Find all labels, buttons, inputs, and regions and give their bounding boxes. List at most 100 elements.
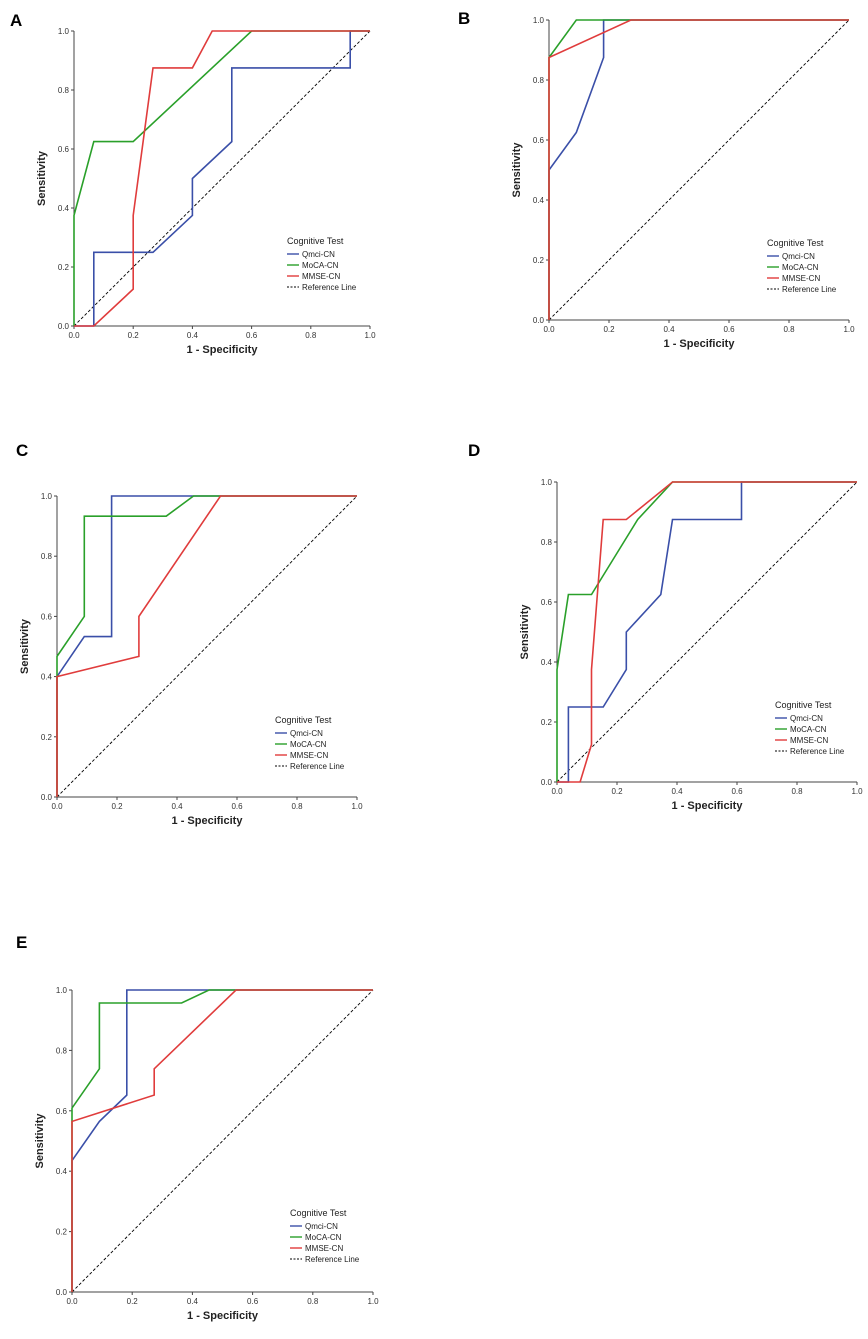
y-axis-title: Sensitivity bbox=[34, 1113, 46, 1169]
x-tick-label: 0.2 bbox=[603, 325, 615, 334]
panel-label-c: C bbox=[16, 441, 28, 460]
x-tick-label: 0.0 bbox=[68, 331, 80, 340]
y-tick-label: 0.2 bbox=[541, 718, 553, 727]
x-tick-label: 1.0 bbox=[851, 787, 863, 796]
legend-title: Cognitive Test bbox=[290, 1208, 347, 1218]
y-tick-label: 0.8 bbox=[41, 552, 53, 561]
x-tick-label: 0.6 bbox=[231, 802, 243, 811]
panel-d: D 0.0 0.2 0.4 0.6 0.8 1.0 0.0 0.2 0.4 0.6 0.8 1.0 1 -… bbox=[468, 441, 863, 812]
series-line-mmse-cn bbox=[56, 495, 357, 797]
legend-entry-moca-cn: MoCA-CN bbox=[302, 261, 339, 270]
legend-entry-mmse-cn: MMSE-CN bbox=[290, 751, 328, 760]
legend-title: Cognitive Test bbox=[775, 700, 832, 710]
x-axis-title: 1 - Specificity bbox=[664, 338, 736, 350]
x-tick-label: 0.8 bbox=[307, 1297, 319, 1306]
legend-entry-qmci-cn: Qmci-CN bbox=[782, 252, 815, 261]
x-axis-title: 1 - Specificity bbox=[187, 1310, 259, 1322]
y-tick-label: 0.8 bbox=[541, 538, 553, 547]
x-tick-label: 0.8 bbox=[305, 331, 317, 340]
y-tick-label: 0.6 bbox=[58, 145, 70, 154]
y-tick-label: 0.8 bbox=[56, 1046, 68, 1055]
x-tick-label: 0.2 bbox=[111, 802, 123, 811]
y-tick-label: 0.2 bbox=[58, 263, 70, 272]
legend-entry-reference-line: Reference Line bbox=[305, 1255, 360, 1264]
y-tick-label: 0.8 bbox=[58, 86, 70, 95]
x-tick-label: 0.6 bbox=[246, 331, 258, 340]
legend-title: Cognitive Test bbox=[767, 238, 824, 248]
x-tick-label: 0.4 bbox=[187, 1297, 199, 1306]
x-tick-label: 0.2 bbox=[127, 1297, 139, 1306]
y-axis-title: Sensitivity bbox=[519, 604, 531, 660]
y-tick-label: 0.0 bbox=[41, 793, 53, 802]
x-tick-label: 1.0 bbox=[351, 802, 363, 811]
panel-a: A 0.0 0.2 0.4 0.6 0.8 1.0 0.0 0.2 0.4 0.6 0.8 1.0 1 -… bbox=[10, 11, 376, 356]
legend-entry-mmse-cn: MMSE-CN bbox=[782, 274, 820, 283]
y-axis-title: Sensitivity bbox=[511, 142, 523, 198]
x-tick-label: 0.0 bbox=[66, 1297, 78, 1306]
y-axis-title: Sensitivity bbox=[19, 618, 31, 674]
legend-entry-qmci-cn: Qmci-CN bbox=[290, 729, 323, 738]
x-tick-label: 0.2 bbox=[611, 787, 623, 796]
y-tick-label: 0.2 bbox=[41, 733, 53, 742]
x-axis-title: 1 - Specificity bbox=[172, 815, 244, 827]
x-tick-label: 0.6 bbox=[723, 325, 735, 334]
x-tick-label: 1.0 bbox=[364, 331, 376, 340]
y-tick-label: 0.4 bbox=[533, 196, 545, 205]
legend-entry-moca-cn: MoCA-CN bbox=[305, 1233, 342, 1242]
x-tick-label: 0.6 bbox=[247, 1297, 259, 1306]
series-line-reference-line bbox=[71, 989, 374, 1293]
y-tick-label: 0.2 bbox=[533, 256, 545, 265]
x-axis-title: 1 - Specificity bbox=[187, 344, 259, 356]
legend-entry-qmci-cn: Qmci-CN bbox=[302, 250, 335, 259]
x-tick-label: 0.0 bbox=[543, 325, 555, 334]
legend-entry-reference-line: Reference Line bbox=[782, 285, 837, 294]
series-line-mmse-cn bbox=[548, 19, 849, 320]
legend-entry-mmse-cn: MMSE-CN bbox=[302, 272, 340, 281]
y-tick-label: 0.4 bbox=[56, 1167, 68, 1176]
legend-entry-reference-line: Reference Line bbox=[790, 747, 845, 756]
y-tick-label: 1.0 bbox=[41, 492, 53, 501]
y-tick-label: 0.0 bbox=[56, 1288, 68, 1297]
x-tick-label: 0.8 bbox=[291, 802, 303, 811]
x-tick-label: 0.4 bbox=[663, 325, 675, 334]
series-line-qmci-cn bbox=[74, 30, 370, 327]
x-tick-label: 0.6 bbox=[731, 787, 743, 796]
legend-entry-mmse-cn: MMSE-CN bbox=[790, 736, 828, 745]
legend-entry-mmse-cn: MMSE-CN bbox=[305, 1244, 343, 1253]
y-tick-label: 0.4 bbox=[58, 204, 70, 213]
panel-b: B 0.0 0.2 0.4 0.6 0.8 1.0 0.0 0.2 0.4 0.6 0.8 1.0 1 -… bbox=[458, 9, 855, 350]
series-line-mmse-cn bbox=[74, 30, 370, 327]
y-axis-title: Sensitivity bbox=[36, 150, 48, 206]
y-tick-label: 0.6 bbox=[541, 598, 553, 607]
x-axis-title: 1 - Specificity bbox=[672, 800, 744, 812]
y-tick-label: 1.0 bbox=[541, 478, 553, 487]
x-tick-label: 1.0 bbox=[367, 1297, 379, 1306]
legend-entry-reference-line: Reference Line bbox=[302, 283, 357, 292]
y-tick-label: 0.0 bbox=[541, 778, 553, 787]
x-tick-label: 0.4 bbox=[171, 802, 183, 811]
series-line-reference-line bbox=[73, 30, 371, 327]
x-tick-label: 0.8 bbox=[791, 787, 803, 796]
x-tick-label: 0.4 bbox=[671, 787, 683, 796]
x-tick-label: 0.0 bbox=[551, 787, 563, 796]
y-tick-label: 0.6 bbox=[56, 1107, 68, 1116]
panel-e: E 0.0 0.2 0.4 0.6 0.8 1.0 0.0 0.2 0.4 0.6 0.8 1.0 1 -… bbox=[16, 933, 379, 1322]
y-tick-label: 1.0 bbox=[58, 27, 70, 36]
legend-entry-qmci-cn: Qmci-CN bbox=[790, 714, 823, 723]
legend-entry-moca-cn: MoCA-CN bbox=[290, 740, 327, 749]
series-line-reference-line bbox=[56, 495, 358, 798]
legend-entry-qmci-cn: Qmci-CN bbox=[305, 1222, 338, 1231]
series-line-qmci-cn bbox=[557, 481, 857, 783]
y-tick-label: 0.2 bbox=[56, 1228, 68, 1237]
panel-c: C 0.0 0.2 0.4 0.6 0.8 1.0 0.0 0.2 0.4 0.6 0.8 1.0 1 -… bbox=[16, 441, 363, 827]
x-tick-label: 0.0 bbox=[51, 802, 63, 811]
series-line-mmse-cn bbox=[71, 989, 373, 1292]
x-tick-label: 0.8 bbox=[783, 325, 795, 334]
y-tick-label: 0.8 bbox=[533, 76, 545, 85]
legend-entry-moca-cn: MoCA-CN bbox=[790, 725, 827, 734]
y-tick-label: 0.6 bbox=[41, 612, 53, 621]
series-line-reference-line bbox=[548, 19, 850, 321]
y-tick-label: 0.6 bbox=[533, 136, 545, 145]
panel-label-a: A bbox=[10, 11, 22, 30]
y-tick-label: 1.0 bbox=[56, 986, 68, 995]
